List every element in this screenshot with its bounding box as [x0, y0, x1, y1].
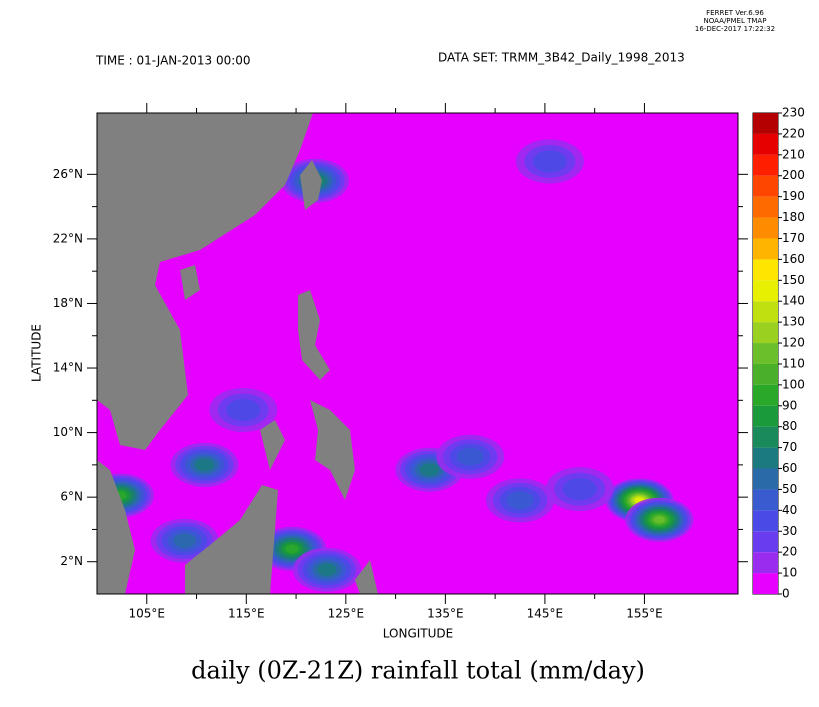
colorbar-label: 0 — [782, 587, 790, 601]
mindanao — [310, 400, 355, 500]
rain-contour — [562, 478, 597, 501]
colorbar-swatch — [753, 133, 778, 155]
colorbar-label: 20 — [782, 545, 797, 559]
time-label: TIME : 01-JAN-2013 00:00 — [95, 54, 251, 68]
colorbar-swatch — [753, 468, 778, 490]
colorbar-label: 50 — [782, 482, 797, 496]
x-tick-label: 115°E — [228, 607, 265, 621]
colorbar-label: 220 — [782, 126, 805, 140]
y-axis-label: LATITUDE — [30, 324, 44, 382]
colorbar-label: 30 — [782, 524, 797, 538]
colorbar-label: 210 — [782, 147, 805, 161]
colorbar-label: 200 — [782, 168, 805, 182]
rain-field — [97, 139, 694, 592]
x-tick-label: 125°E — [328, 607, 365, 621]
rain-contour — [653, 516, 666, 524]
colorbar-swatch — [753, 552, 778, 574]
colorbar-label: 60 — [782, 461, 797, 475]
colorbar-label: 190 — [782, 189, 805, 203]
rain-contour — [456, 448, 484, 466]
taiwan — [300, 160, 322, 210]
sulawesi — [355, 560, 378, 594]
luzon — [298, 290, 330, 380]
x-tick-label: 135°E — [427, 607, 464, 621]
colorbar-swatch — [753, 301, 778, 323]
land — [97, 113, 378, 594]
x-tick-label: 155°E — [626, 607, 663, 621]
rain-contour — [173, 533, 196, 549]
dataset-label: DATA SET: TRMM_3B42_Daily_1998_2013 — [438, 51, 685, 65]
rain-contour — [419, 463, 440, 477]
y-tick-label: 6°N — [60, 490, 83, 504]
colorbar-swatch — [753, 447, 778, 469]
colorbar-swatch — [753, 363, 778, 385]
colorbar-label: 230 — [782, 106, 805, 120]
colorbar-label: 150 — [782, 273, 805, 287]
colorbar-swatch — [753, 426, 778, 448]
rain-contour — [317, 563, 337, 577]
colorbar-label: 10 — [782, 566, 797, 580]
colorbar-swatch — [753, 322, 778, 344]
colorbar-swatch — [753, 175, 778, 197]
palawan — [260, 420, 285, 470]
chart-title: daily (0Z-21Z) rainfall total (mm/day) — [191, 657, 645, 685]
rain-contour — [226, 398, 261, 421]
y-tick-label: 2°N — [60, 554, 83, 568]
plot-frame — [96, 112, 739, 595]
colorbar-label: 180 — [782, 210, 805, 224]
colorbar-label: 70 — [782, 440, 797, 454]
malay-peninsula — [97, 460, 135, 594]
x-axis-label: LONGITUDE — [383, 627, 453, 641]
hainan — [180, 265, 200, 300]
colorbar-swatch — [753, 405, 778, 427]
y-tick-label: 22°N — [53, 231, 83, 245]
y-tick-label: 26°N — [53, 167, 83, 181]
colorbar-label: 90 — [782, 398, 797, 412]
program-label: FERRET Ver.6.96 — [706, 9, 764, 17]
rain-contour — [506, 491, 534, 510]
x-tick-label: 105°E — [129, 607, 166, 621]
colorbar-label: 130 — [782, 315, 805, 329]
y-tick-label: 18°N — [53, 296, 83, 310]
colorbar-swatch — [753, 113, 778, 134]
rain-contour — [285, 544, 299, 554]
date-label: 16-DEC-2017 17:22:32 — [695, 25, 775, 33]
borneo — [185, 485, 278, 594]
colorbar-swatch — [753, 531, 778, 553]
x-tick-label: 145°E — [527, 607, 564, 621]
lab-label: NOAA/PMEL TMAP — [704, 17, 767, 25]
colorbar-label: 100 — [782, 377, 805, 391]
mainland — [97, 113, 313, 450]
rain-contour — [194, 458, 215, 472]
y-tick-label: 10°N — [53, 425, 83, 439]
colorbar-label: 110 — [782, 356, 805, 370]
colorbar-label: 140 — [782, 294, 805, 308]
colorbar-swatch — [753, 573, 778, 594]
colorbar-swatch — [753, 217, 778, 239]
colorbar-swatch — [753, 196, 778, 218]
colorbar-label: 160 — [782, 252, 805, 266]
colorbar-label: 120 — [782, 336, 805, 350]
y-tick-label: 14°N — [53, 361, 83, 375]
rain-contour — [532, 150, 567, 173]
colorbar-swatch — [753, 280, 778, 302]
colorbar-swatch — [753, 489, 778, 511]
colorbar-swatch — [753, 384, 778, 406]
colorbar-swatch — [753, 238, 778, 260]
colorbar-swatch — [753, 510, 778, 532]
colorbar-label: 80 — [782, 419, 797, 433]
colorbar-swatch — [753, 259, 778, 281]
colorbar-swatch — [753, 154, 778, 176]
colorbar-label: 40 — [782, 503, 797, 517]
colorbar-label: 170 — [782, 231, 805, 245]
colorbar-swatch — [753, 343, 778, 364]
